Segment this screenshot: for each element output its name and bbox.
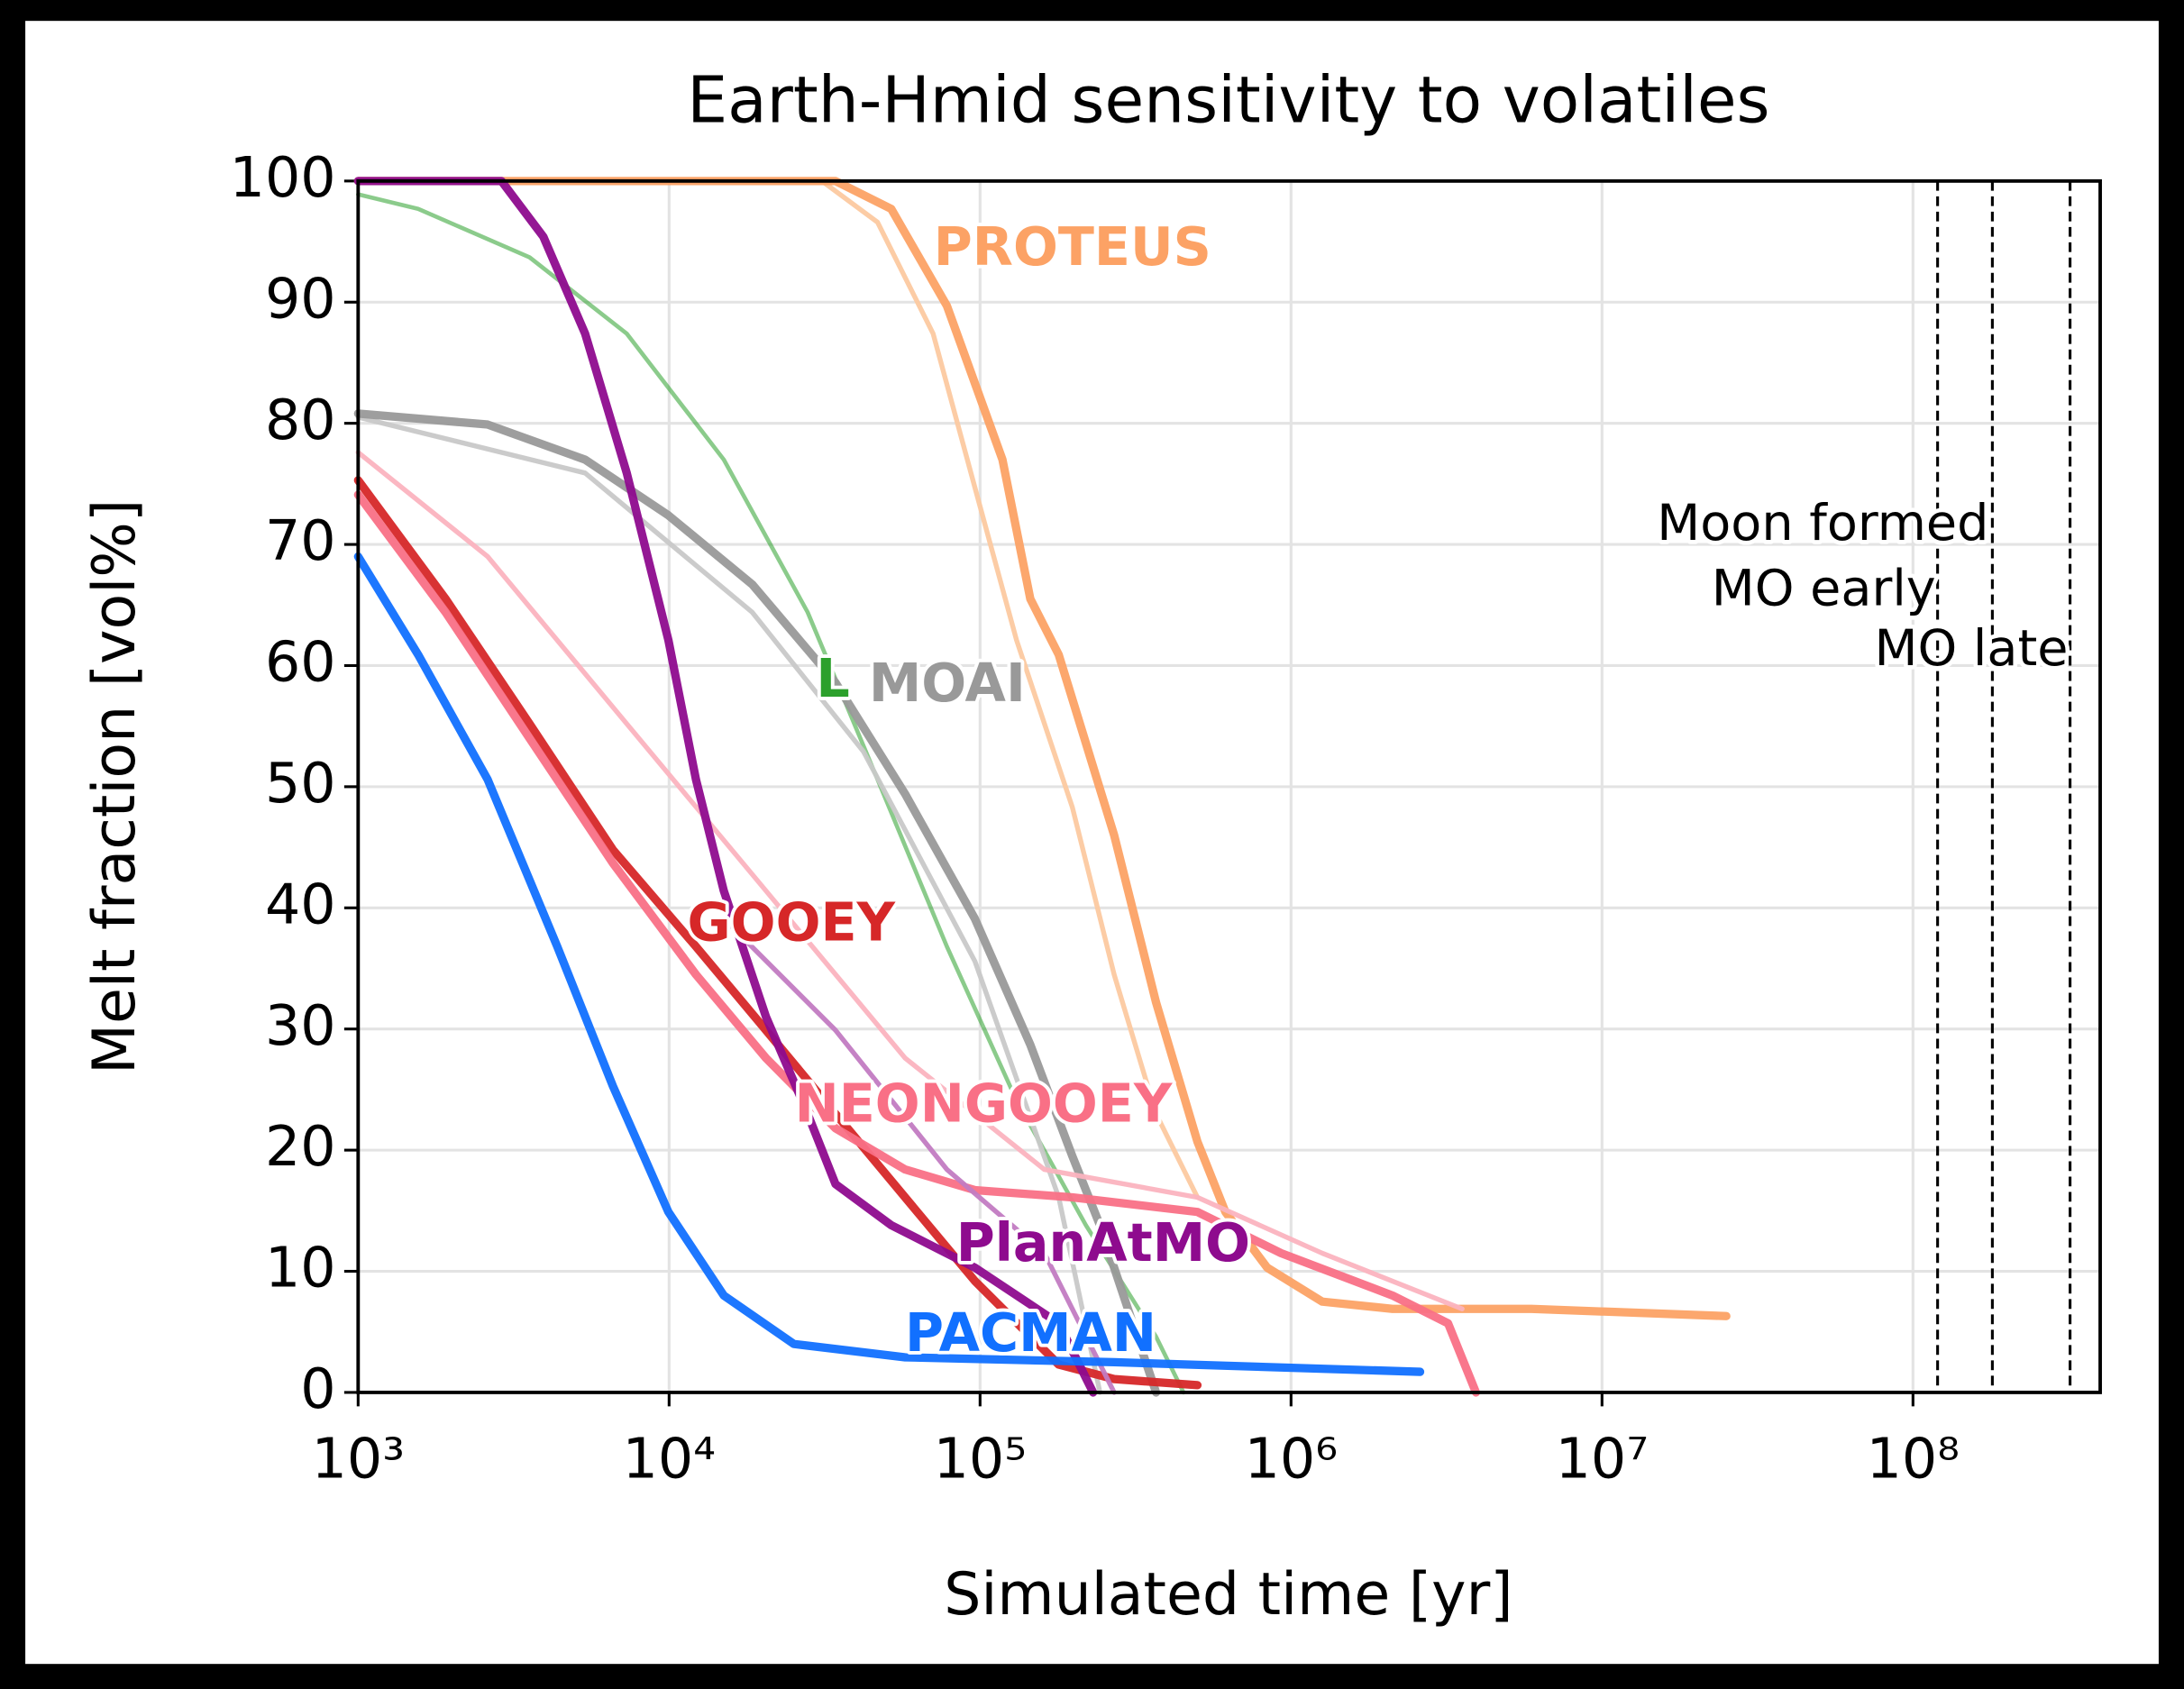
series-line [353,490,1481,1397]
y-tick-label: 30 [265,993,336,1058]
y-tick-label: 70 [265,508,336,573]
y-tick-label: 10 [265,1236,336,1301]
y-tick-label: 40 [265,872,336,936]
series-label: PACMAN [905,1302,1156,1364]
series-line [353,177,1731,1320]
series-line [353,552,1425,1376]
series-label: NEONGOOEY [795,1073,1174,1134]
event-label: MO late [1875,619,2069,678]
series-label: PlanAtMO [956,1212,1250,1274]
x-tick-label: 10⁷ [1556,1426,1649,1491]
series-line [721,916,1117,1395]
series-line [353,476,1202,1390]
series-line [353,409,1161,1397]
y-tick-label: 90 [265,266,336,331]
x-tick-label: 10⁵ [934,1426,1027,1491]
x-tick-label: 10⁴ [623,1426,716,1491]
y-axis-label: Melt fraction [vol%] [81,499,149,1074]
plot-frame [356,178,2102,1394]
y-tick-label: 80 [265,388,336,452]
y-tick-label: 0 [300,1356,335,1421]
series-line [353,177,1098,1397]
y-tick-label: 100 [230,145,336,210]
series-line [355,178,1201,1201]
chart-title: Earth-Hmid sensitivity to volatiles [687,62,1769,137]
event-label: Moon formed [1657,494,1988,552]
x-axis-label: Simulated time [yr] [944,1561,1512,1629]
series-label: L [816,648,849,709]
series-label: GOOEY [688,891,897,953]
event-label: MO early [1712,560,1936,618]
y-tick-label: 50 [265,751,336,816]
y-tick-label: 60 [265,630,336,695]
series-label: MOAI [869,653,1026,714]
y-tick-label: 20 [265,1114,336,1179]
x-tick-label: 10³ [312,1426,405,1491]
series-label: PROTEUS [934,216,1211,278]
series-line [355,450,1465,1311]
x-tick-label: 10⁶ [1245,1426,1338,1491]
x-tick-label: 10⁸ [1867,1426,1960,1491]
